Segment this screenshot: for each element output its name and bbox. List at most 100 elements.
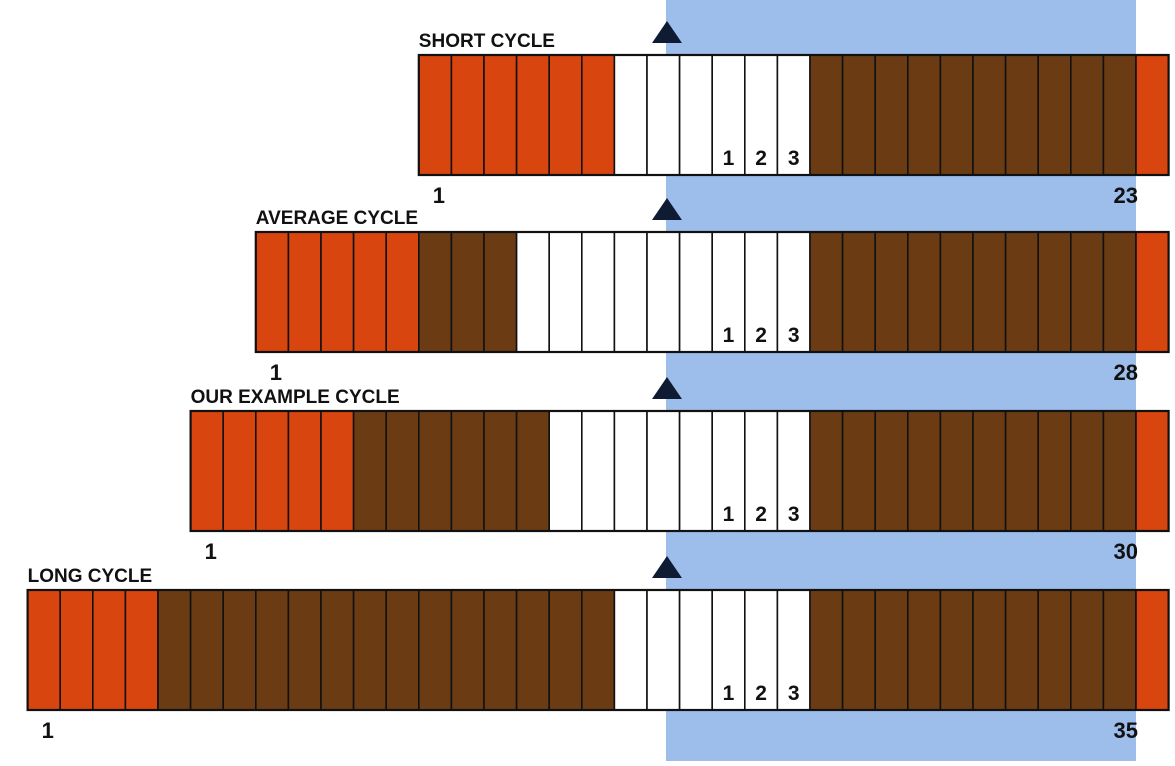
day-cell	[320, 410, 355, 532]
cycle-start-day: 1	[42, 718, 54, 743]
day-cell	[483, 589, 518, 711]
day-cell	[352, 231, 388, 353]
day-cell	[1037, 410, 1072, 532]
day-cell	[939, 410, 974, 532]
day-cell	[809, 589, 844, 711]
day-cell	[939, 231, 974, 353]
day-cell	[1135, 410, 1170, 532]
day-cell	[906, 54, 942, 176]
day-cell	[1004, 589, 1039, 711]
day-cell	[189, 410, 225, 532]
triangle-up-icon	[652, 377, 682, 399]
day-cell	[320, 231, 355, 353]
cycle-bar-frame	[189, 409, 1170, 533]
day-cell	[874, 231, 909, 353]
day-cell	[711, 589, 746, 711]
day-cell	[613, 589, 648, 711]
day-cell	[515, 231, 550, 353]
day-cell	[1004, 54, 1039, 176]
cycle-start-day: 1	[433, 183, 445, 208]
cycle-end-day: 35	[1114, 718, 1138, 743]
cycle-end-day: 28	[1114, 360, 1138, 385]
day-cell	[450, 589, 485, 711]
day-cell	[385, 410, 420, 532]
cycle-title: OUR EXAMPLE CYCLE	[191, 387, 400, 408]
day-cell	[809, 231, 844, 353]
day-cell	[1102, 54, 1137, 176]
post-peak-day-label: 2	[755, 682, 767, 705]
day-cell	[874, 54, 909, 176]
day-cell	[613, 410, 648, 532]
day-cell	[417, 54, 453, 176]
cycle-start-day: 1	[270, 360, 282, 385]
post-peak-day-label: 1	[723, 503, 735, 526]
day-cell	[222, 410, 257, 532]
day-cell	[483, 231, 518, 353]
day-cell	[1102, 410, 1137, 532]
day-cell	[255, 589, 290, 711]
day-cell	[189, 589, 225, 711]
day-cell	[939, 589, 974, 711]
day-cell	[906, 410, 942, 532]
day-cell	[906, 589, 942, 711]
post-peak-day-label: 1	[723, 324, 735, 347]
post-peak-day-label: 2	[755, 147, 767, 170]
post-peak-day-label: 2	[755, 324, 767, 347]
day-cell	[1070, 589, 1105, 711]
day-cell	[972, 410, 1007, 532]
day-cell	[1004, 231, 1039, 353]
day-cell	[646, 589, 681, 711]
day-cell	[352, 589, 388, 711]
day-cell	[548, 54, 583, 176]
day-cell	[1037, 589, 1072, 711]
day-cell	[874, 589, 909, 711]
day-cell	[580, 54, 616, 176]
day-cell	[841, 54, 876, 176]
day-cell	[1037, 231, 1072, 353]
day-cell	[450, 54, 485, 176]
day-cell	[841, 410, 876, 532]
day-cell	[1037, 54, 1072, 176]
day-cell	[222, 589, 257, 711]
day-cell	[972, 589, 1007, 711]
day-cell	[646, 410, 681, 532]
day-cell	[743, 410, 779, 532]
day-cell	[1135, 54, 1170, 176]
day-cell	[320, 589, 355, 711]
day-cell	[678, 54, 713, 176]
day-cell	[580, 589, 616, 711]
day-cell	[385, 231, 420, 353]
day-cell	[939, 54, 974, 176]
day-cell	[483, 410, 518, 532]
day-cell	[1070, 231, 1105, 353]
day-cell	[287, 231, 322, 353]
day-cell	[548, 589, 583, 711]
cycle-end-day: 30	[1114, 539, 1138, 564]
post-peak-day-label: 3	[788, 503, 800, 526]
day-cell	[906, 231, 942, 353]
triangle-up-icon	[652, 21, 682, 43]
day-cell	[26, 589, 61, 711]
day-cell	[515, 589, 550, 711]
post-peak-day-label: 2	[755, 503, 767, 526]
day-cell	[874, 410, 909, 532]
day-cell	[646, 231, 681, 353]
day-cell	[450, 231, 485, 353]
day-cell	[678, 410, 713, 532]
day-cell	[1070, 54, 1105, 176]
cycle-bar-frame	[26, 588, 1170, 712]
day-cell	[841, 589, 876, 711]
day-cell	[255, 410, 290, 532]
day-cell	[841, 231, 876, 353]
post-peak-day-label: 1	[723, 147, 735, 170]
post-peak-day-label: 3	[788, 324, 800, 347]
day-cell	[1135, 589, 1170, 711]
cycle-end-day: 23	[1114, 183, 1138, 208]
cycle-title: LONG CYCLE	[28, 566, 153, 587]
day-cell	[580, 231, 616, 353]
day-cell	[613, 54, 648, 176]
day-cell	[1004, 410, 1039, 532]
cycle-bar-frame	[417, 53, 1170, 177]
